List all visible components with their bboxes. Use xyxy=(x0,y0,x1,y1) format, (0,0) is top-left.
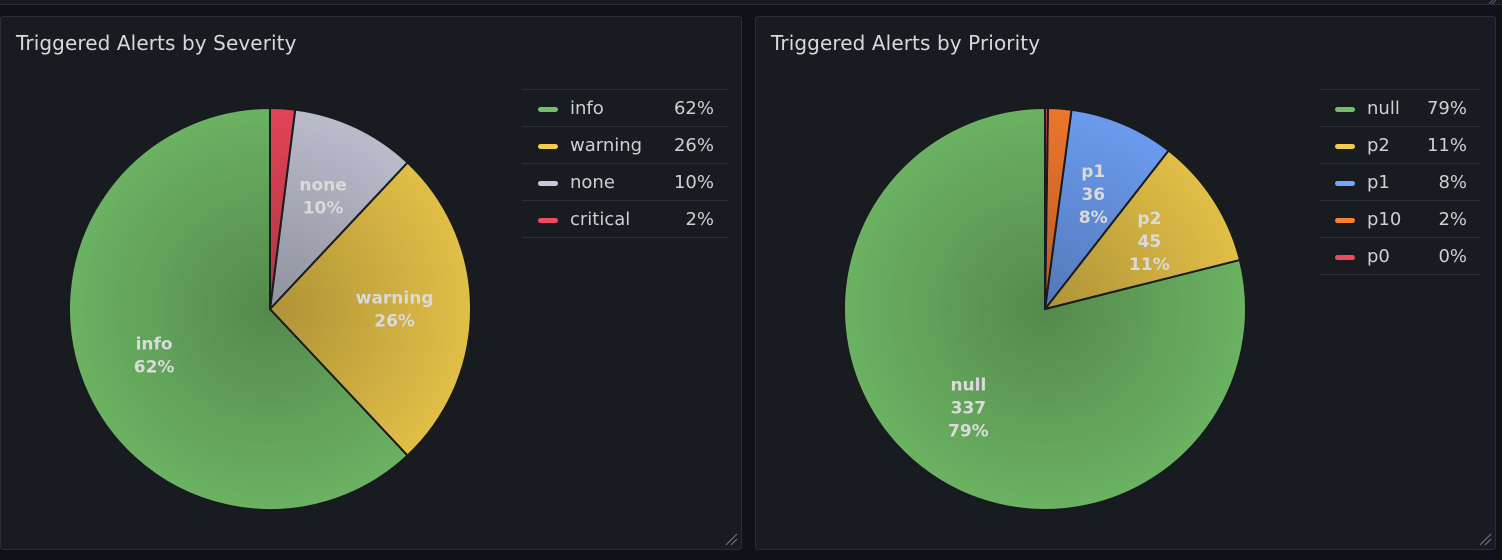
legend-swatch xyxy=(538,144,558,149)
legend-label: p1 xyxy=(1367,172,1390,193)
legend-item-warning[interactable]: warning 26% xyxy=(522,127,728,164)
slice-label-info: info 62% xyxy=(134,334,175,377)
pie-slice-info[interactable] xyxy=(68,107,409,511)
legend-priority: null 79% p2 11% p1 8% p10 2% p0 0% xyxy=(1319,89,1481,275)
legend-swatch xyxy=(1335,218,1355,223)
legend-percent: 10% xyxy=(673,172,714,193)
legend-percent: 11% xyxy=(1426,135,1467,156)
legend-swatch xyxy=(1335,107,1355,112)
panel-top-strip xyxy=(0,0,1502,5)
panel-title[interactable]: Triggered Alerts by Priority xyxy=(771,31,1041,55)
pie-slice-p1[interactable] xyxy=(1044,108,1170,310)
legend-item-info[interactable]: info 62% xyxy=(522,90,728,127)
slice-label-p1: p1 36 8% xyxy=(1079,162,1108,228)
resize-handle-icon[interactable] xyxy=(1478,532,1492,546)
legend-item-none[interactable]: none 10% xyxy=(522,164,728,201)
resize-corner-icon[interactable] xyxy=(1488,0,1496,4)
legend-swatch xyxy=(538,218,558,223)
legend-swatch xyxy=(538,181,558,186)
legend-percent: 0% xyxy=(1438,246,1467,267)
legend-label: none xyxy=(570,172,615,193)
legend-swatch xyxy=(1335,255,1355,260)
pie-slice-p2[interactable] xyxy=(1044,149,1241,310)
legend-label: critical xyxy=(570,209,631,230)
panel-title[interactable]: Triggered Alerts by Severity xyxy=(16,31,297,55)
legend-label: info xyxy=(570,98,604,119)
panel-priority[interactable]: Triggered Alerts by Priority null 337 79% p… xyxy=(755,16,1496,550)
pie-slice-warning[interactable] xyxy=(269,161,472,457)
slice-label-warning: warning 26% xyxy=(356,289,434,332)
legend-item-p0[interactable]: p0 0% xyxy=(1319,238,1481,275)
legend-item-critical[interactable]: critical 2% xyxy=(522,201,728,238)
legend-label: p2 xyxy=(1367,135,1390,156)
legend-swatch xyxy=(1335,181,1355,186)
legend-label: warning xyxy=(570,135,643,156)
legend-percent: 79% xyxy=(1426,98,1467,119)
legend-item-p1[interactable]: p1 8% xyxy=(1319,164,1481,201)
slice-label-null: null 337 79% xyxy=(948,375,989,441)
legend-severity: info 62% warning 26% none 10% critical 2% xyxy=(522,89,728,238)
resize-handle-icon[interactable] xyxy=(724,532,738,546)
slice-label-p2: p2 45 11% xyxy=(1129,209,1170,275)
legend-swatch xyxy=(538,107,558,112)
slice-label-none: none 10% xyxy=(299,176,346,219)
legend-label: p10 xyxy=(1367,209,1402,230)
pie-slice-none[interactable] xyxy=(269,108,409,310)
legend-percent: 62% xyxy=(673,98,714,119)
legend-percent: 2% xyxy=(1438,209,1467,230)
pie-chart-priority: null 337 79% p2 45 11% p1 36 8% xyxy=(843,107,1247,511)
panel-severity[interactable]: Triggered Alerts by Severity info 62% warn… xyxy=(0,16,742,550)
pie-slice-critical[interactable] xyxy=(269,107,297,310)
legend-label: p0 xyxy=(1367,246,1390,267)
legend-swatch xyxy=(1335,144,1355,149)
legend-percent: 26% xyxy=(673,135,714,156)
pie-slice-p0[interactable] xyxy=(1044,107,1049,310)
legend-item-null[interactable]: null 79% xyxy=(1319,90,1481,127)
legend-item-p2[interactable]: p2 11% xyxy=(1319,127,1481,164)
legend-label: null xyxy=(1367,98,1400,119)
legend-percent: 2% xyxy=(685,209,714,230)
pie-chart-severity: info 62% warning 26% none 10% xyxy=(68,107,472,511)
legend-item-p10[interactable]: p10 2% xyxy=(1319,201,1481,238)
legend-percent: 8% xyxy=(1438,172,1467,193)
